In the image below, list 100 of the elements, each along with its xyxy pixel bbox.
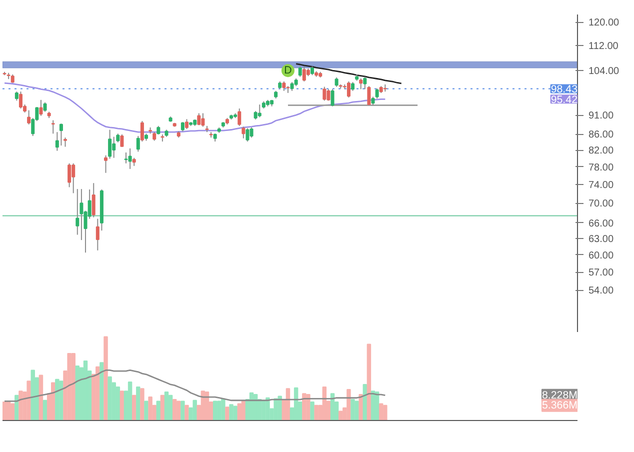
candlestick xyxy=(201,112,205,128)
candlestick xyxy=(298,66,302,78)
data-label: D xyxy=(284,64,292,77)
candlestick xyxy=(282,80,286,92)
bar xyxy=(212,400,218,420)
bar xyxy=(55,378,60,420)
bar xyxy=(237,403,242,420)
ref-line-label: 98.43 xyxy=(550,84,578,96)
annotation: 5.366M xyxy=(542,399,578,412)
bar xyxy=(104,336,108,420)
bar xyxy=(75,366,80,420)
bar xyxy=(378,403,384,420)
candlestick xyxy=(72,162,76,194)
candlestick xyxy=(246,128,250,142)
bar xyxy=(136,386,140,420)
bar xyxy=(96,366,100,420)
candlestick xyxy=(104,154,108,174)
bar xyxy=(241,400,246,420)
bar xyxy=(132,394,136,420)
candlestick xyxy=(80,188,84,241)
bar xyxy=(172,399,177,420)
candlestick xyxy=(128,148,132,170)
bar xyxy=(221,398,226,420)
y-tick-label: 86.00 xyxy=(588,130,614,141)
bar xyxy=(233,406,238,420)
bar xyxy=(140,388,144,420)
y-tick-label: 120.00 xyxy=(588,18,620,29)
bar xyxy=(108,376,112,420)
bar xyxy=(310,402,314,420)
bar xyxy=(148,396,152,420)
bar xyxy=(192,400,197,420)
bar xyxy=(168,394,173,420)
candlestick xyxy=(250,126,254,138)
y-tick-label: 112.00 xyxy=(588,40,619,52)
bar xyxy=(2,402,7,420)
y-tick-label: 70.00 xyxy=(588,198,614,210)
candlestick xyxy=(68,162,72,188)
candlestick xyxy=(92,182,96,218)
candlestick xyxy=(334,76,338,88)
bar xyxy=(184,404,189,420)
bar xyxy=(71,352,76,420)
candlestick xyxy=(43,102,47,112)
bar xyxy=(354,400,359,420)
y-tick-label: 63.00 xyxy=(588,234,614,245)
candlestick xyxy=(18,91,22,109)
candlestick xyxy=(375,88,379,100)
candlestick xyxy=(346,80,350,98)
bar xyxy=(164,392,169,420)
y-tick-label: 74.00 xyxy=(588,180,614,191)
candlestick xyxy=(302,66,306,82)
candlestick xyxy=(238,108,242,126)
y-tick-label: 104.00 xyxy=(588,66,620,77)
bar xyxy=(128,381,132,420)
bar xyxy=(144,400,148,420)
bar xyxy=(156,400,161,420)
bar xyxy=(26,380,31,420)
candlestick xyxy=(64,137,68,148)
bar xyxy=(50,382,56,420)
bar xyxy=(306,394,310,420)
annotation: 8.228M xyxy=(542,389,578,402)
candlestick xyxy=(76,188,80,236)
bar xyxy=(383,404,388,420)
bar xyxy=(204,392,210,420)
candlestick xyxy=(363,76,367,90)
bar xyxy=(59,380,64,420)
candlestick xyxy=(330,88,334,107)
bar xyxy=(225,406,230,420)
y-tick-label: 66.00 xyxy=(588,218,614,230)
y-tick-label: 82.00 xyxy=(588,146,614,157)
candlestick xyxy=(39,99,43,116)
y-tick-label: 54.00 xyxy=(588,286,614,297)
bar xyxy=(366,344,372,420)
bar xyxy=(294,387,298,420)
bar xyxy=(83,360,88,420)
bar xyxy=(350,399,355,420)
bar xyxy=(358,394,363,420)
bar xyxy=(346,388,351,420)
bar xyxy=(286,388,290,420)
bar xyxy=(180,400,185,420)
bar xyxy=(67,352,72,420)
bar xyxy=(314,404,318,420)
candlestick xyxy=(120,134,124,148)
bar xyxy=(278,396,282,420)
y-tick-label: 78.00 xyxy=(588,162,614,174)
candlestick xyxy=(242,126,246,139)
bar xyxy=(120,390,124,420)
bar xyxy=(10,403,15,420)
candlestick xyxy=(258,104,262,118)
bar xyxy=(116,386,120,420)
y-tick-label: 57.00 xyxy=(588,268,614,279)
candlestick xyxy=(322,86,326,102)
candlestick xyxy=(124,152,128,164)
bar xyxy=(217,400,222,420)
line-series xyxy=(295,63,402,84)
bar xyxy=(262,400,266,420)
line-series xyxy=(4,82,386,133)
candlestick xyxy=(59,123,63,146)
bar xyxy=(200,390,206,420)
bar xyxy=(229,404,234,420)
y-tick-label: 60.00 xyxy=(588,250,614,262)
